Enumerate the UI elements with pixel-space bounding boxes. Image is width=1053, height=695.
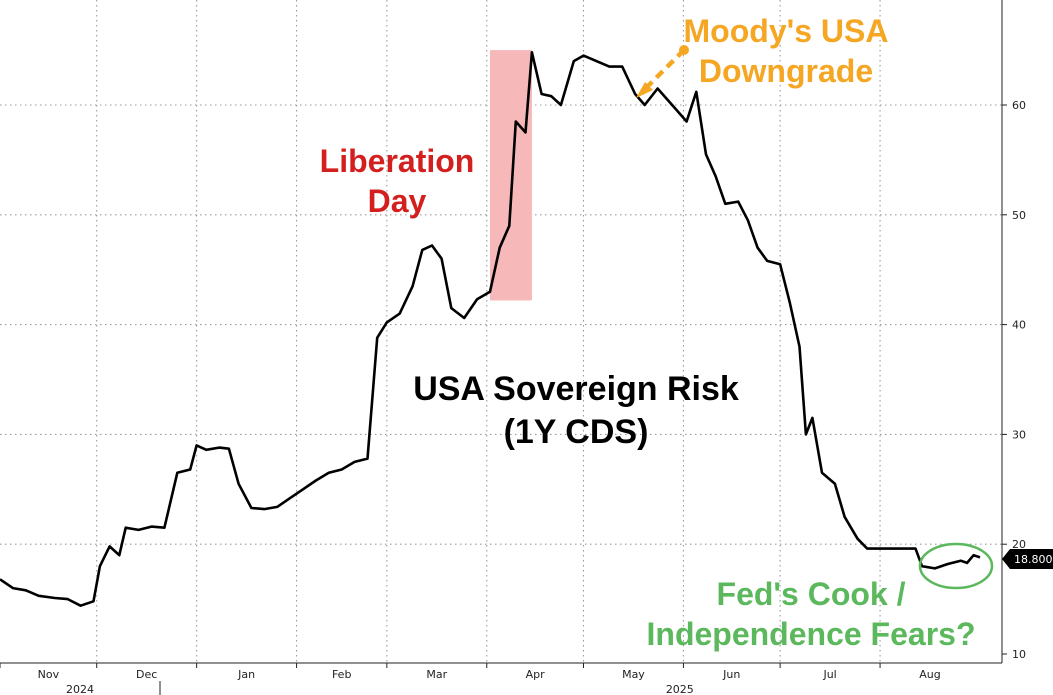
y-tick-label: 50 — [1012, 209, 1026, 222]
x-month-label: Jul — [822, 668, 836, 681]
x-month-label: Jun — [722, 668, 740, 681]
x-month-label: Feb — [332, 668, 351, 681]
x-year-label: 2025 — [666, 683, 694, 695]
x-month-label: Nov — [38, 668, 60, 681]
annotation-moodys-line1: Moody's USA — [684, 13, 889, 49]
x-month-label: Dec — [136, 668, 157, 681]
y-tick-label: 60 — [1012, 99, 1026, 112]
x-month-label: Mar — [426, 668, 447, 681]
annotation-liberation-line1: Liberation — [320, 143, 475, 179]
x-month-label: Apr — [526, 668, 546, 681]
chart-subtitle: (1Y CDS) — [504, 413, 649, 451]
tick-labels: 10 20 30 40 50 60 Nov Dec Jan Feb Mar Apr May Jun Jul A… — [0, 99, 1026, 695]
cds-series-line — [0, 51, 981, 607]
annotation-moodys-line2: Downgrade — [699, 53, 873, 89]
last-value-label: 18.800 — [1014, 553, 1053, 566]
y-tick-label: 10 — [1012, 648, 1026, 661]
y-tick-label: 40 — [1012, 319, 1026, 332]
annotation-liberation-line2: Day — [368, 183, 427, 219]
chart-title: USA Sovereign Risk — [413, 370, 739, 408]
moodys-arrow — [636, 45, 689, 98]
annotation-fedcook-line2: Independence Fears? — [647, 616, 976, 652]
last-value-tag: 18.800 — [1002, 549, 1053, 569]
x-year-label: 2024 — [66, 683, 94, 695]
y-tick-label: 20 — [1012, 538, 1026, 551]
x-month-label: Aug — [919, 668, 940, 681]
axes — [0, 0, 1003, 664]
y-tick-label: 30 — [1012, 428, 1026, 441]
x-month-label: May — [622, 668, 645, 681]
x-month-label: Jan — [237, 668, 255, 681]
fed-cook-highlight-ellipse — [918, 542, 994, 590]
annotation-fedcook-line1: Fed's Cook / — [717, 576, 906, 612]
